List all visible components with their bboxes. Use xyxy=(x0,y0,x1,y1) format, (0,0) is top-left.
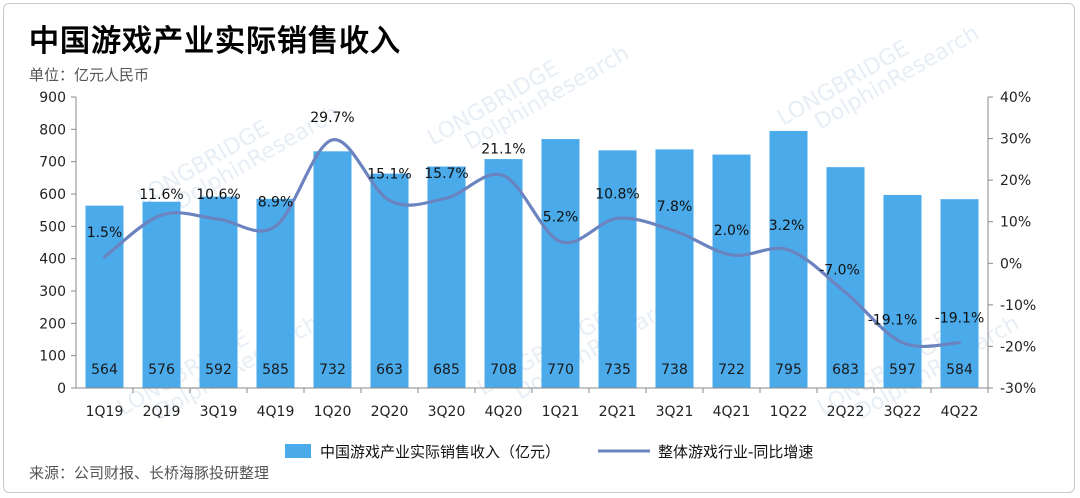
line-value-label: 10.8% xyxy=(595,186,639,202)
bar-value-label: 732 xyxy=(319,362,346,378)
y-right-tick-label: 10% xyxy=(1000,215,1031,231)
line-value-label: -7.0% xyxy=(819,262,860,278)
x-tick-label: 3Q21 xyxy=(656,404,694,420)
legend-bar-swatch xyxy=(285,444,311,458)
bar-value-label: 663 xyxy=(376,362,403,378)
bar-value-label: 795 xyxy=(775,362,802,378)
y-left-tick-label: 800 xyxy=(39,122,66,138)
line-value-label: 21.1% xyxy=(481,142,525,158)
bar-value-label: 576 xyxy=(148,362,175,378)
bar-value-label: 738 xyxy=(661,362,688,378)
line-value-label: 29.7% xyxy=(310,110,354,126)
chart-frame xyxy=(3,3,1075,493)
axes-group: 0 100 200 300 400 500 600 700 800 900 -30% -20% -10%… xyxy=(39,90,1036,420)
bar-1Q19 xyxy=(85,205,124,388)
legend-line-label: 整体游戏行业-同比增速 xyxy=(658,443,813,461)
y-left-tick-label: 900 xyxy=(39,90,66,106)
bar-value-label: 597 xyxy=(889,362,916,378)
labels-group: 564 576 592 585 732 663 685 708 770 735 738 722 795 6… xyxy=(87,110,985,378)
line-group xyxy=(102,138,962,348)
bar-value-label: 683 xyxy=(832,362,859,378)
line-value-label: 15.7% xyxy=(424,166,468,182)
bar-value-label: 770 xyxy=(547,362,574,378)
y-right-tick-label: -30% xyxy=(1000,381,1036,397)
line-value-label: -19.1% xyxy=(868,313,918,329)
line-value-label: 2.0% xyxy=(714,223,750,239)
line-value-label: 15.1% xyxy=(367,167,411,183)
line-value-label: 1.5% xyxy=(87,225,123,241)
source-note: 来源：公司财报、长桥海豚投研整理 xyxy=(29,464,270,482)
bar-value-label: 584 xyxy=(946,362,973,378)
x-tick-label: 1Q22 xyxy=(770,404,808,420)
y-left-tick-label: 600 xyxy=(39,187,66,203)
bar-3Q22 xyxy=(883,194,922,388)
x-tick-label: 4Q22 xyxy=(941,404,979,420)
unit-label: 单位：亿元人民币 xyxy=(29,66,150,84)
bar-value-label: 592 xyxy=(205,362,232,378)
bar-3Q19 xyxy=(199,196,238,388)
bar-4Q21 xyxy=(712,154,751,388)
bar-3Q20 xyxy=(427,166,466,388)
bars-group xyxy=(85,130,979,388)
x-tick-label: 3Q22 xyxy=(884,404,922,420)
line-value-label: 3.2% xyxy=(769,218,805,234)
x-tick-label: 1Q19 xyxy=(86,404,124,420)
y-right-tick-label: 40% xyxy=(1000,90,1031,106)
y-right-tick-label: 20% xyxy=(1000,173,1031,189)
y-left-tick-label: 200 xyxy=(39,316,66,332)
y-right-tick-label: -20% xyxy=(1000,339,1036,355)
line-value-label: 10.6% xyxy=(196,187,240,203)
line-value-label: -19.1% xyxy=(935,311,985,327)
x-tick-label: 3Q20 xyxy=(428,404,466,420)
bar-value-label: 708 xyxy=(490,362,517,378)
bar-1Q20 xyxy=(313,151,352,388)
growth-line xyxy=(102,138,962,348)
y-left-tick-label: 100 xyxy=(39,349,66,365)
bar-value-label: 685 xyxy=(433,362,460,378)
x-tick-label: 1Q20 xyxy=(314,404,352,420)
x-tick-label: 2Q21 xyxy=(599,404,637,420)
x-tick-label: 4Q21 xyxy=(713,404,751,420)
bar-4Q22 xyxy=(940,199,979,388)
line-value-label: 11.6% xyxy=(139,187,183,203)
bar-2Q21 xyxy=(598,150,637,388)
bar-2Q20 xyxy=(370,173,409,388)
x-tick-label: 4Q19 xyxy=(257,404,295,420)
bar-2Q19 xyxy=(142,201,181,388)
bar-value-label: 735 xyxy=(604,362,631,378)
line-value-label: 8.9% xyxy=(258,194,294,210)
y-left-tick-label: 700 xyxy=(39,155,66,171)
y-left-tick-label: 500 xyxy=(39,219,66,235)
x-tick-label: 2Q20 xyxy=(371,404,409,420)
bar-value-label: 722 xyxy=(718,362,745,378)
bar-2Q22 xyxy=(826,167,865,388)
bar-3Q21 xyxy=(655,149,694,388)
x-tick-label: 2Q19 xyxy=(143,404,181,420)
y-left-tick-label: 0 xyxy=(57,381,66,397)
y-right-tick-label: 0% xyxy=(1000,256,1022,272)
y-left-tick-label: 400 xyxy=(39,252,66,268)
bar-1Q21 xyxy=(541,139,580,388)
bar-1Q22 xyxy=(769,130,808,388)
x-tick-label: 1Q21 xyxy=(542,404,580,420)
legend-bar-label: 中国游戏产业实际销售收入（亿元） xyxy=(320,443,560,461)
y-left-tick-label: 300 xyxy=(39,284,66,300)
chart-title: 中国游戏产业实际销售收入 xyxy=(29,24,401,59)
bar-4Q20 xyxy=(484,159,523,388)
x-tick-label: 2Q22 xyxy=(827,404,865,420)
line-value-label: 5.2% xyxy=(543,210,579,226)
y-right-tick-label: 30% xyxy=(1000,132,1031,148)
x-tick-label: 4Q20 xyxy=(485,404,523,420)
legend-group: 中国游戏产业实际销售收入（亿元） 整体游戏行业-同比增速 xyxy=(285,443,813,461)
bar-value-label: 585 xyxy=(262,362,289,378)
line-value-label: 7.8% xyxy=(657,199,693,215)
y-right-tick-label: -10% xyxy=(1000,298,1036,314)
x-tick-label: 3Q19 xyxy=(200,404,238,420)
bar-value-label: 564 xyxy=(91,362,118,378)
